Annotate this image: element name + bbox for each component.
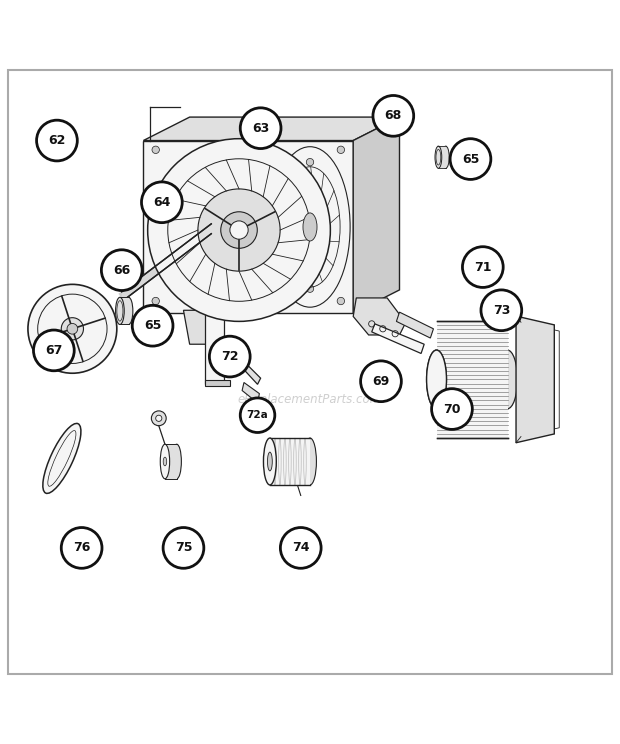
Polygon shape bbox=[120, 298, 128, 324]
Polygon shape bbox=[242, 382, 259, 403]
Ellipse shape bbox=[124, 298, 133, 324]
Polygon shape bbox=[372, 324, 424, 353]
Polygon shape bbox=[205, 380, 230, 385]
Text: 69: 69 bbox=[373, 375, 389, 388]
Polygon shape bbox=[270, 438, 310, 485]
Text: 62: 62 bbox=[48, 134, 66, 147]
Circle shape bbox=[481, 290, 521, 330]
Ellipse shape bbox=[304, 438, 316, 485]
Circle shape bbox=[183, 158, 190, 166]
Polygon shape bbox=[143, 141, 353, 313]
Circle shape bbox=[306, 158, 314, 166]
Circle shape bbox=[141, 182, 182, 222]
Polygon shape bbox=[396, 312, 433, 338]
Circle shape bbox=[198, 189, 280, 271]
Ellipse shape bbox=[264, 438, 277, 485]
Polygon shape bbox=[516, 316, 554, 443]
Text: 76: 76 bbox=[73, 542, 91, 554]
Text: eReplacementParts.com: eReplacementParts.com bbox=[238, 394, 382, 406]
Circle shape bbox=[450, 138, 491, 179]
Polygon shape bbox=[143, 117, 399, 141]
Text: 72: 72 bbox=[221, 350, 239, 363]
Ellipse shape bbox=[433, 371, 440, 388]
Circle shape bbox=[337, 298, 345, 305]
Polygon shape bbox=[205, 310, 224, 385]
Circle shape bbox=[463, 247, 503, 287]
Circle shape bbox=[210, 336, 250, 377]
Circle shape bbox=[183, 285, 190, 292]
Text: 67: 67 bbox=[45, 344, 63, 357]
Text: 65: 65 bbox=[462, 153, 479, 166]
Circle shape bbox=[151, 411, 166, 426]
Ellipse shape bbox=[43, 423, 81, 493]
Ellipse shape bbox=[435, 146, 442, 168]
Polygon shape bbox=[122, 224, 211, 301]
Text: 73: 73 bbox=[493, 304, 510, 317]
Circle shape bbox=[306, 285, 314, 292]
Circle shape bbox=[102, 250, 142, 290]
Polygon shape bbox=[353, 117, 399, 313]
Polygon shape bbox=[184, 310, 221, 344]
Polygon shape bbox=[438, 146, 446, 168]
Circle shape bbox=[33, 330, 74, 371]
Circle shape bbox=[61, 527, 102, 568]
Ellipse shape bbox=[172, 444, 182, 479]
Text: 75: 75 bbox=[175, 542, 192, 554]
Text: 74: 74 bbox=[292, 542, 309, 554]
Ellipse shape bbox=[303, 213, 317, 241]
Ellipse shape bbox=[294, 195, 326, 259]
Text: 71: 71 bbox=[474, 260, 492, 274]
Circle shape bbox=[28, 284, 117, 373]
Circle shape bbox=[148, 138, 330, 321]
Text: 64: 64 bbox=[153, 196, 170, 209]
Ellipse shape bbox=[115, 298, 124, 324]
Ellipse shape bbox=[160, 444, 170, 479]
Circle shape bbox=[337, 146, 345, 153]
Polygon shape bbox=[165, 444, 177, 479]
Circle shape bbox=[432, 388, 472, 429]
Text: 72a: 72a bbox=[247, 410, 268, 420]
Ellipse shape bbox=[498, 350, 518, 408]
Polygon shape bbox=[221, 341, 260, 385]
Circle shape bbox=[230, 221, 248, 239]
Ellipse shape bbox=[270, 147, 350, 307]
Circle shape bbox=[156, 415, 162, 421]
Text: 68: 68 bbox=[384, 109, 402, 122]
Circle shape bbox=[361, 361, 401, 402]
Circle shape bbox=[132, 305, 173, 346]
Circle shape bbox=[221, 212, 257, 248]
Circle shape bbox=[163, 527, 204, 568]
Circle shape bbox=[37, 121, 78, 161]
Circle shape bbox=[241, 108, 281, 149]
Circle shape bbox=[152, 146, 159, 153]
Text: 70: 70 bbox=[443, 403, 461, 416]
Polygon shape bbox=[353, 298, 405, 335]
Ellipse shape bbox=[267, 452, 272, 471]
Ellipse shape bbox=[427, 350, 446, 408]
Ellipse shape bbox=[443, 146, 449, 168]
Ellipse shape bbox=[163, 457, 167, 466]
Circle shape bbox=[152, 298, 159, 305]
Circle shape bbox=[373, 95, 414, 136]
Polygon shape bbox=[436, 321, 508, 438]
Circle shape bbox=[61, 318, 84, 340]
Circle shape bbox=[280, 527, 321, 568]
Text: 65: 65 bbox=[144, 319, 161, 333]
Text: 66: 66 bbox=[113, 263, 130, 277]
Ellipse shape bbox=[427, 350, 446, 408]
Circle shape bbox=[67, 324, 78, 334]
Text: 63: 63 bbox=[252, 122, 269, 135]
Circle shape bbox=[241, 398, 275, 432]
